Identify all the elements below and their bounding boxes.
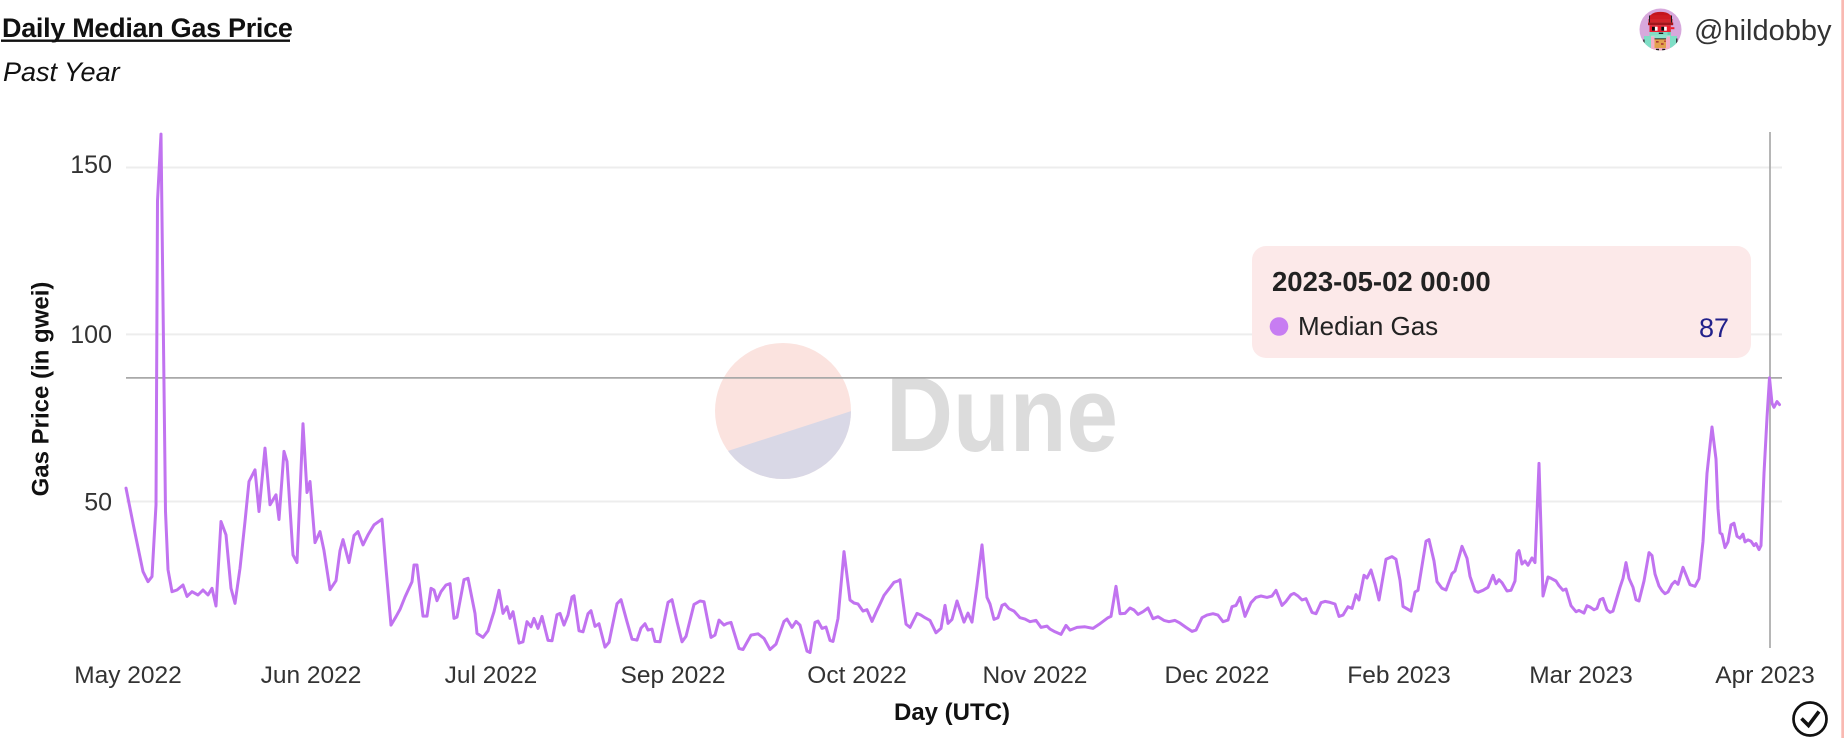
svg-text:Sep 2022: Sep 2022: [621, 662, 726, 689]
svg-text:May 2022: May 2022: [74, 662, 182, 689]
svg-text:87: 87: [1699, 313, 1729, 343]
svg-text:@hildobby: @hildobby: [1694, 15, 1832, 47]
svg-text:Apr 2023: Apr 2023: [1715, 662, 1814, 689]
svg-text:2023-05-02 00:00: 2023-05-02 00:00: [1272, 266, 1491, 297]
svg-text:Median Gas: Median Gas: [1298, 311, 1438, 341]
svg-text:Dune: Dune: [886, 354, 1118, 474]
svg-text:Nov 2022: Nov 2022: [983, 662, 1088, 689]
svg-text:Gas Price (in gwei): Gas Price (in gwei): [28, 282, 55, 497]
svg-text:Jun 2022: Jun 2022: [261, 662, 362, 689]
svg-text:Daily Median Gas Price: Daily Median Gas Price: [2, 13, 293, 43]
svg-text:150: 150: [70, 151, 112, 179]
svg-text:Past Year: Past Year: [3, 57, 121, 87]
svg-text:100: 100: [70, 321, 112, 349]
svg-text:Day (UTC): Day (UTC): [894, 699, 1010, 726]
svg-text:Mar 2023: Mar 2023: [1529, 662, 1633, 689]
svg-text:Jul 2022: Jul 2022: [445, 662, 538, 689]
svg-text:Feb 2023: Feb 2023: [1347, 662, 1451, 689]
svg-text:Dec 2022: Dec 2022: [1165, 662, 1270, 689]
svg-text:Oct 2022: Oct 2022: [807, 662, 906, 689]
svg-text:50: 50: [84, 489, 112, 517]
